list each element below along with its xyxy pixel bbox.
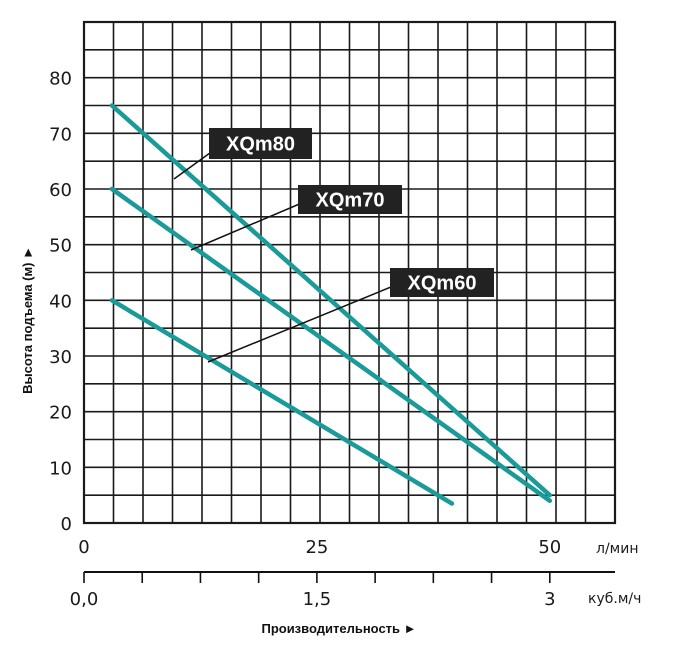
secondary-x-tick-label: 0,0 <box>70 589 99 610</box>
x-tick-label: 0 <box>78 537 89 558</box>
label-text-xqm80: XQm80 <box>226 134 295 156</box>
series-line-xqm70 <box>109 186 553 503</box>
y-tick-label: 40 <box>49 291 72 312</box>
x-tick-labels: 0 25 50 <box>78 537 561 558</box>
x-unit-primary: л/мин <box>596 541 638 557</box>
label-box-xqm80 <box>209 128 312 159</box>
series-lines <box>109 103 553 506</box>
label-text-xqm70: XQm70 <box>316 190 385 212</box>
y-tick-label: 70 <box>49 124 72 145</box>
label-text-xqm60: XQm60 <box>408 273 477 295</box>
y-axis-title: Высота подъема (м) ► <box>20 246 35 394</box>
y-tick-label: 30 <box>49 347 72 368</box>
label-box-xqm60 <box>390 268 494 297</box>
label-leaders <box>173 142 403 363</box>
secondary-x-axis: 0,0 1,5 3 <box>70 571 615 610</box>
grid <box>82 20 617 525</box>
y-tick-label: 80 <box>49 69 72 90</box>
series-labels: XQm80 XQm70 XQm60 <box>209 128 494 297</box>
secondary-x-tick-label: 3 <box>544 589 555 610</box>
y-tick-label: 10 <box>49 458 72 479</box>
x-axis-title: Производительность ► <box>261 621 416 636</box>
label-box-xqm70 <box>298 185 402 214</box>
secondary-x-tick-label: 1,5 <box>303 589 332 610</box>
x-tick-label: 50 <box>538 537 561 558</box>
leader-xqm60 <box>207 281 403 363</box>
plot-frame <box>82 20 617 525</box>
y-tick-label: 60 <box>49 180 72 201</box>
y-tick-label: 0 <box>61 514 72 535</box>
x-tick-label: 25 <box>305 537 328 558</box>
x-unit-secondary: куб.м/ч <box>588 591 641 607</box>
series-line-xqm60 <box>109 298 455 506</box>
leader-xqm70 <box>190 198 311 251</box>
y-tick-label: 20 <box>49 403 72 424</box>
y-tick-label: 50 <box>49 236 72 257</box>
y-tick-labels: 0 10 20 30 40 50 60 70 80 <box>49 69 72 535</box>
